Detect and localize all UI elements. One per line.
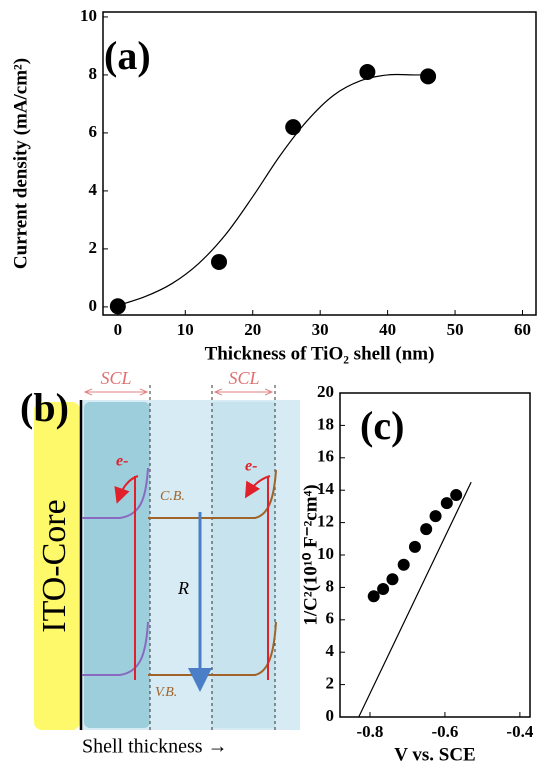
fit-line [358,481,472,718]
x-tick-label: 10 [177,320,194,339]
y-tick-label: 4 [326,641,335,660]
data-point [440,497,453,510]
y-tick-label: 20 [317,382,334,401]
band-edge [82,467,149,519]
scl-region [212,402,275,728]
y-tick-label: 12 [317,512,334,531]
data-point [408,540,421,553]
data-point [429,510,442,523]
y-tick-label: 10 [317,544,334,563]
y-tick-label: 18 [317,414,334,433]
electron-arrow [114,475,139,504]
scl-label: SCL [100,368,131,388]
y-tick-label: 14 [317,479,335,498]
data-point [420,68,437,85]
x-tick-label: -0.4 [506,722,533,741]
x-tick-label: 30 [312,320,329,339]
y-axis-label: 1/C²(10¹⁰ F⁻²cm⁴) [300,484,321,625]
x-tick-label: 60 [514,320,531,339]
plot-frame [102,11,537,316]
data-point [420,523,433,536]
core [34,402,80,730]
data-point [386,573,399,586]
data-point [109,298,126,315]
band-label: V.B. [155,685,177,700]
x-tick-label: 0 [114,320,123,339]
x-tick-label: 40 [379,320,396,339]
diagram-b: (b) SCL SCL ITO-Core e- e- C.B. R V.B. S… [20,368,300,758]
data-point [359,64,376,81]
y-tick-label: 2 [89,238,98,257]
panel-label: (c) [360,403,404,448]
data-point [397,558,410,571]
data-point [367,590,380,603]
scl-label: SCL [228,368,259,388]
axis-label: Shell thickness → [82,736,228,758]
panel-label: (b) [20,385,69,430]
y-tick-label: 6 [326,609,335,628]
x-tick-label: 20 [244,320,261,339]
x-tick-label: -0.8 [357,722,384,741]
fit-line [117,73,429,307]
data-point [211,253,228,270]
x-tick-label: 50 [447,320,464,339]
x-tick-label: -0.6 [431,722,458,741]
y-tick-label: 8 [326,576,335,595]
electron-label: e- [245,458,257,475]
band-label: C.B. [160,489,185,504]
r-label: R [177,578,189,598]
data-point [377,583,390,596]
y-tick-label: 0 [326,706,335,725]
panel-label: (a) [104,33,151,78]
y-tick-label: 8 [89,64,98,83]
y-tick-label: 16 [317,447,334,466]
y-tick-label: 6 [89,122,98,141]
y-tick-label: 0 [89,296,98,315]
band-edge [82,621,149,676]
y-axis-label: Current density (mA/cm²) [10,58,31,269]
data-point [450,489,463,502]
electron-label: e- [116,453,128,470]
data-point [285,119,302,136]
core-label: ITO-Core [36,499,73,632]
x-axis-label: Thickness of TiO₂ shell (nm) [205,343,435,364]
y-tick-label: 10 [80,6,97,25]
x-axis-label: V vs. SCE [394,744,475,765]
y-tick-label: 2 [326,674,335,693]
scl-region [84,402,150,728]
y-tick-label: 4 [89,180,98,199]
electron-arrow [244,475,271,499]
